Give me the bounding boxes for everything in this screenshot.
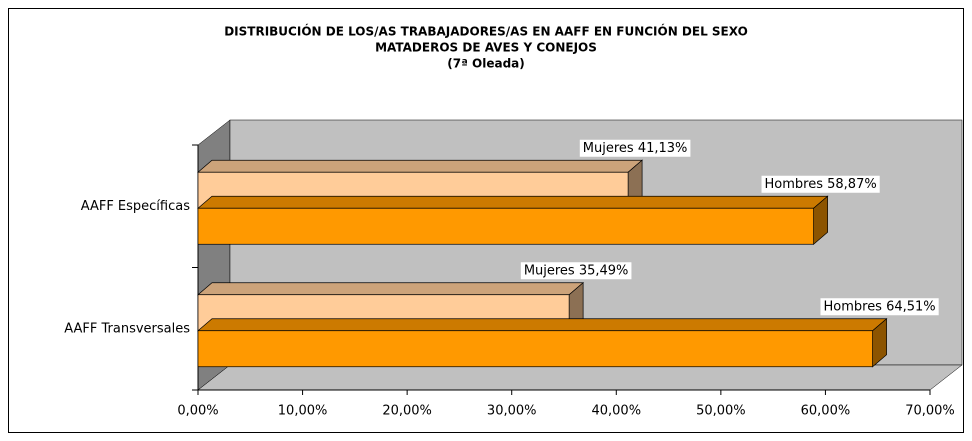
- data-label: Mujeres 35,49%: [524, 263, 629, 278]
- y-tick-label: AAFF Transversales: [64, 321, 190, 336]
- bar-top: [197, 318, 888, 332]
- bar-top: [197, 282, 585, 296]
- data-label-bg: [761, 175, 880, 193]
- data-label-bg: [820, 298, 939, 316]
- chart-title: DISTRIBUCIÓN DE LOS/AS TRABAJADORES/AS E…: [224, 24, 748, 39]
- x-tick-label: 20,00%: [382, 404, 432, 419]
- data-label: Mujeres 41,13%: [583, 141, 688, 156]
- y-tick-label: AAFF Específicas: [81, 199, 191, 214]
- x-tick-label: 30,00%: [487, 404, 537, 419]
- data-label-bg: [520, 262, 632, 280]
- x-tick-label: 70,00%: [905, 404, 955, 419]
- data-label-bg: [579, 139, 691, 157]
- x-tick-label: 50,00%: [696, 404, 746, 419]
- chart-title: (7ª Oleada): [447, 57, 525, 71]
- bar-top: [197, 195, 829, 209]
- data-label: Hombres 58,87%: [765, 177, 877, 192]
- x-tick-label: 40,00%: [591, 404, 641, 419]
- x-tick-label: 10,00%: [278, 404, 328, 419]
- chart-title: MATADEROS DE AVES Y CONEJOS: [375, 41, 597, 55]
- data-label: Hombres 64,51%: [823, 299, 935, 314]
- bar-top: [197, 159, 644, 173]
- floor: [197, 364, 963, 391]
- bar: [197, 207, 814, 245]
- bar: [197, 330, 873, 368]
- x-tick-label: 0,00%: [177, 404, 218, 419]
- x-tick-label: 60,00%: [801, 404, 851, 419]
